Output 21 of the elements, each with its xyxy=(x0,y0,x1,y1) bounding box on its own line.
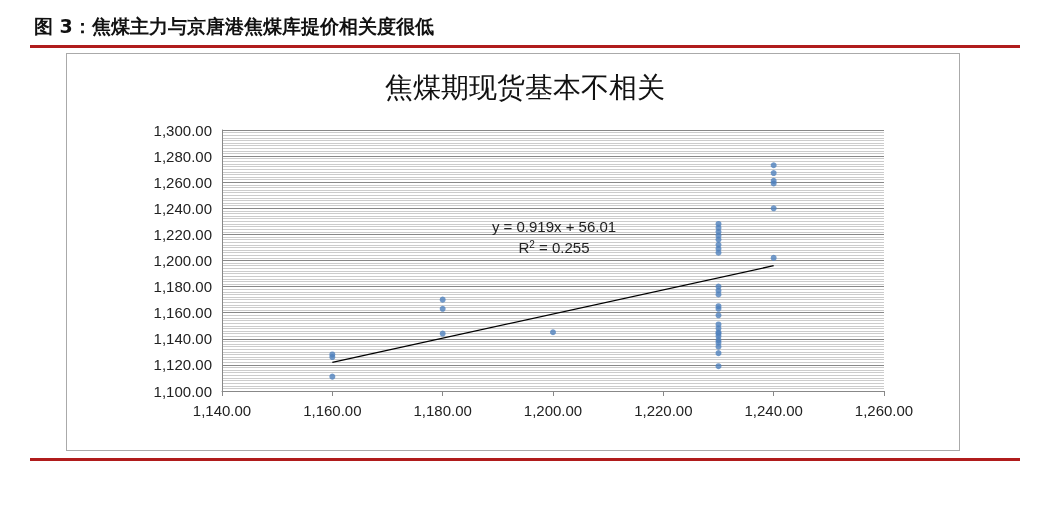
y-tick-label: 1,160.00 xyxy=(153,304,212,322)
annotation: y = 0.919x + 56.01 xyxy=(491,217,617,235)
y-tick-label: 1,220.00 xyxy=(153,225,212,243)
x-tick-label: 1,200.00 xyxy=(523,402,583,419)
x-tick-label: 1,160.00 xyxy=(303,402,362,419)
x-tick-label: 1,180.00 xyxy=(413,402,472,419)
x-tick-label: 1,140.00 xyxy=(192,402,252,419)
chart-title: 图 3：焦煤主力与京唐港焦煤库提价相关度很低 xyxy=(34,14,434,39)
y-tick-label: 1,280.00 xyxy=(153,147,212,165)
y-tick-label: 1,200.00 xyxy=(153,252,212,269)
y-tick-label: 1,120.00 xyxy=(153,356,212,374)
y-tick-label: 1,260.00 xyxy=(153,173,212,191)
x-tick-label: 1,260.00 xyxy=(854,402,914,419)
y-tick-label: 1,100.00 xyxy=(153,382,212,400)
x-tick-label: 1,240.00 xyxy=(744,402,803,419)
y-tick-label: 1,300.00 xyxy=(153,121,212,139)
y-tick-label: 1,140.00 xyxy=(153,330,212,348)
chart-subtitle: 焦煤期现货基本不相关 xyxy=(384,70,665,104)
y-tick-label: 1,240.00 xyxy=(153,199,212,217)
y-tick-label: 1,180.00 xyxy=(153,278,212,296)
x-tick-label: 1,220.00 xyxy=(634,402,693,419)
